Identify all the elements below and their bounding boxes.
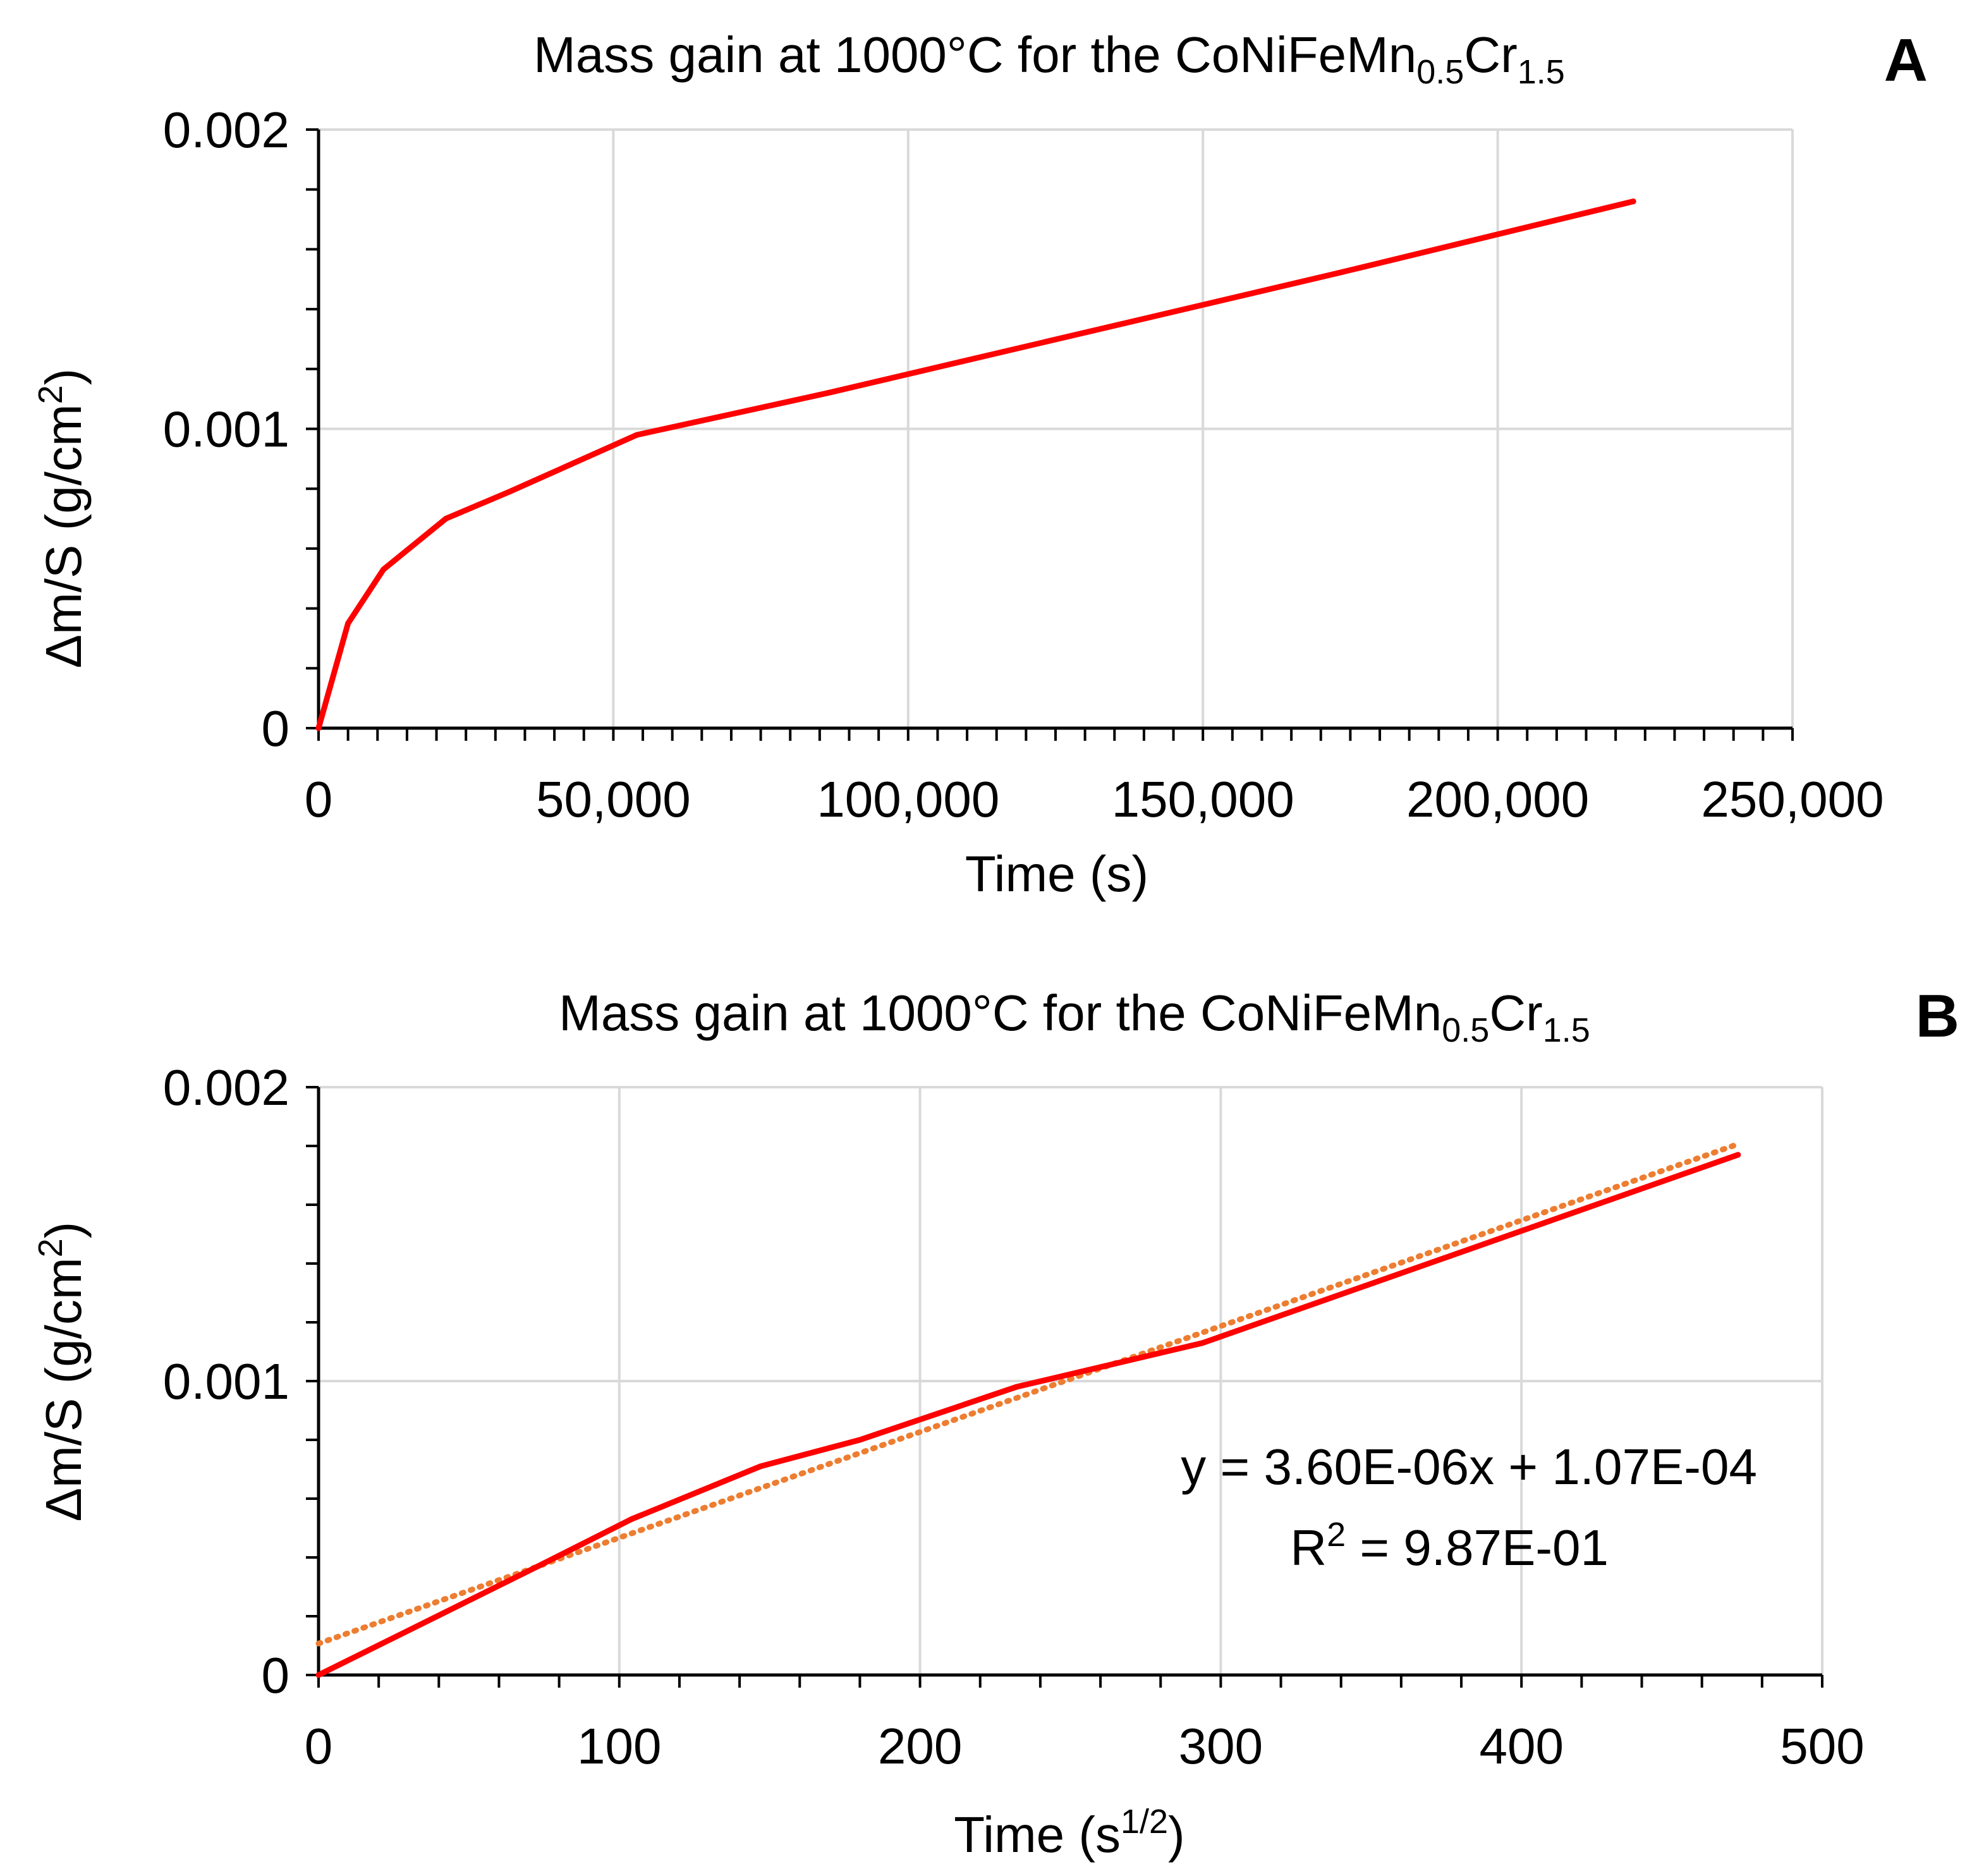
chart-a-data-point-0	[315, 725, 322, 731]
chart-a-series-line-0	[315, 198, 1636, 731]
chart-a-x-tick-label-3: 150,000	[1112, 771, 1294, 827]
chart-a-y-tick-label-1: 0.001	[163, 401, 289, 458]
chart-b-x-tick-label-0: 0	[305, 1718, 333, 1774]
chart-a-data-point-2	[380, 566, 387, 573]
chart-a-x-ticks: 0 50,000 100,000 150,000 200,000 250,000	[305, 728, 1884, 827]
chart-b-data-point-0	[315, 1672, 322, 1678]
panel-label-a: A	[1884, 27, 1928, 94]
chart-a-x-tick-label-0: 0	[305, 771, 333, 827]
chart-a-x-tick-label-1: 50,000	[536, 771, 691, 827]
chart-b-y-tick-label-1: 0.001	[163, 1353, 289, 1410]
chart-a-data-point-1	[345, 620, 351, 626]
trendline-equation: y = 3.60E-06x + 1.07E-04	[1181, 1439, 1757, 1495]
chart-a-data-point-6	[825, 390, 831, 396]
chart-b-series-line-0	[315, 1152, 1741, 1678]
chart-a-x-tick-label-5: 250,000	[1701, 771, 1884, 827]
chart-b-data-point-6	[1200, 1340, 1206, 1346]
chart-b-data-point-4	[856, 1437, 863, 1443]
chart-b-data-point-2	[628, 1516, 635, 1523]
chart-b-data-point-3	[757, 1463, 764, 1470]
chart-b-x-tick-label-2: 200	[878, 1718, 962, 1774]
chart-b-title: Mass gain at 1000°C for the CoNiFeMn0.5C…	[559, 985, 1590, 1049]
chart-b-data-point-5	[1013, 1384, 1019, 1390]
chart-a-title: Mass gain at 1000°C for the CoNiFeMn0.5C…	[533, 27, 1565, 91]
chart-a-data-point-3	[442, 516, 449, 522]
chart-a-x-tick-label-2: 100,000	[817, 771, 999, 827]
chart-a-series	[315, 198, 1636, 731]
chart-b-x-tick-label-4: 400	[1479, 1718, 1563, 1774]
chart-a-y-axis-label: Δm/S (g/cm2)	[32, 368, 92, 669]
chart-a-x-tick-label-4: 200,000	[1406, 771, 1589, 827]
chart-a-data-point-4	[506, 489, 513, 495]
chart-b-data-point-7	[1735, 1152, 1741, 1158]
chart-a: Mass gain at 1000°C for the CoNiFeMn0.5C…	[32, 27, 1928, 902]
chart-b: Mass gain at 1000°C for the CoNiFeMn0.5C…	[32, 982, 1959, 1863]
chart-b-series	[315, 1141, 1741, 1678]
chart-a-y-tick-label-0: 0	[262, 700, 290, 757]
trendline-r-squared: R2 = 9.87E-01	[1290, 1516, 1609, 1576]
chart-b-x-axis-label: Time (s1/2)	[954, 1803, 1184, 1863]
chart-a-data-point-5	[634, 432, 640, 438]
chart-a-y-tick-label-2: 0.002	[163, 102, 289, 158]
chart-b-x-tick-label-1: 100	[577, 1718, 661, 1774]
chart-a-data-point-8	[1630, 198, 1636, 205]
chart-a-x-axis-label: Time (s)	[965, 846, 1148, 902]
chart-b-y-tick-label-0: 0	[262, 1647, 290, 1703]
chart-b-x-tick-label-3: 300	[1179, 1718, 1263, 1774]
chart-b-data-point-1	[535, 1563, 541, 1569]
chart-b-y-ticks: 0 0.001 0.002	[163, 1059, 319, 1703]
chart-b-y-axis-label: Δm/S (g/cm2)	[32, 1222, 92, 1522]
chart-a-y-ticks: 0 0.001 0.002	[163, 102, 319, 757]
chart-b-y-tick-label-2: 0.002	[163, 1059, 289, 1116]
chart-a-gridlines	[319, 128, 1794, 728]
chart-b-x-ticks: 0 100 200 300 400 500	[305, 1675, 1865, 1774]
chart-a-data-point-7	[1334, 270, 1341, 276]
panel-label-b: B	[1916, 982, 1959, 1050]
chart-b-x-tick-label-5: 500	[1780, 1718, 1864, 1774]
